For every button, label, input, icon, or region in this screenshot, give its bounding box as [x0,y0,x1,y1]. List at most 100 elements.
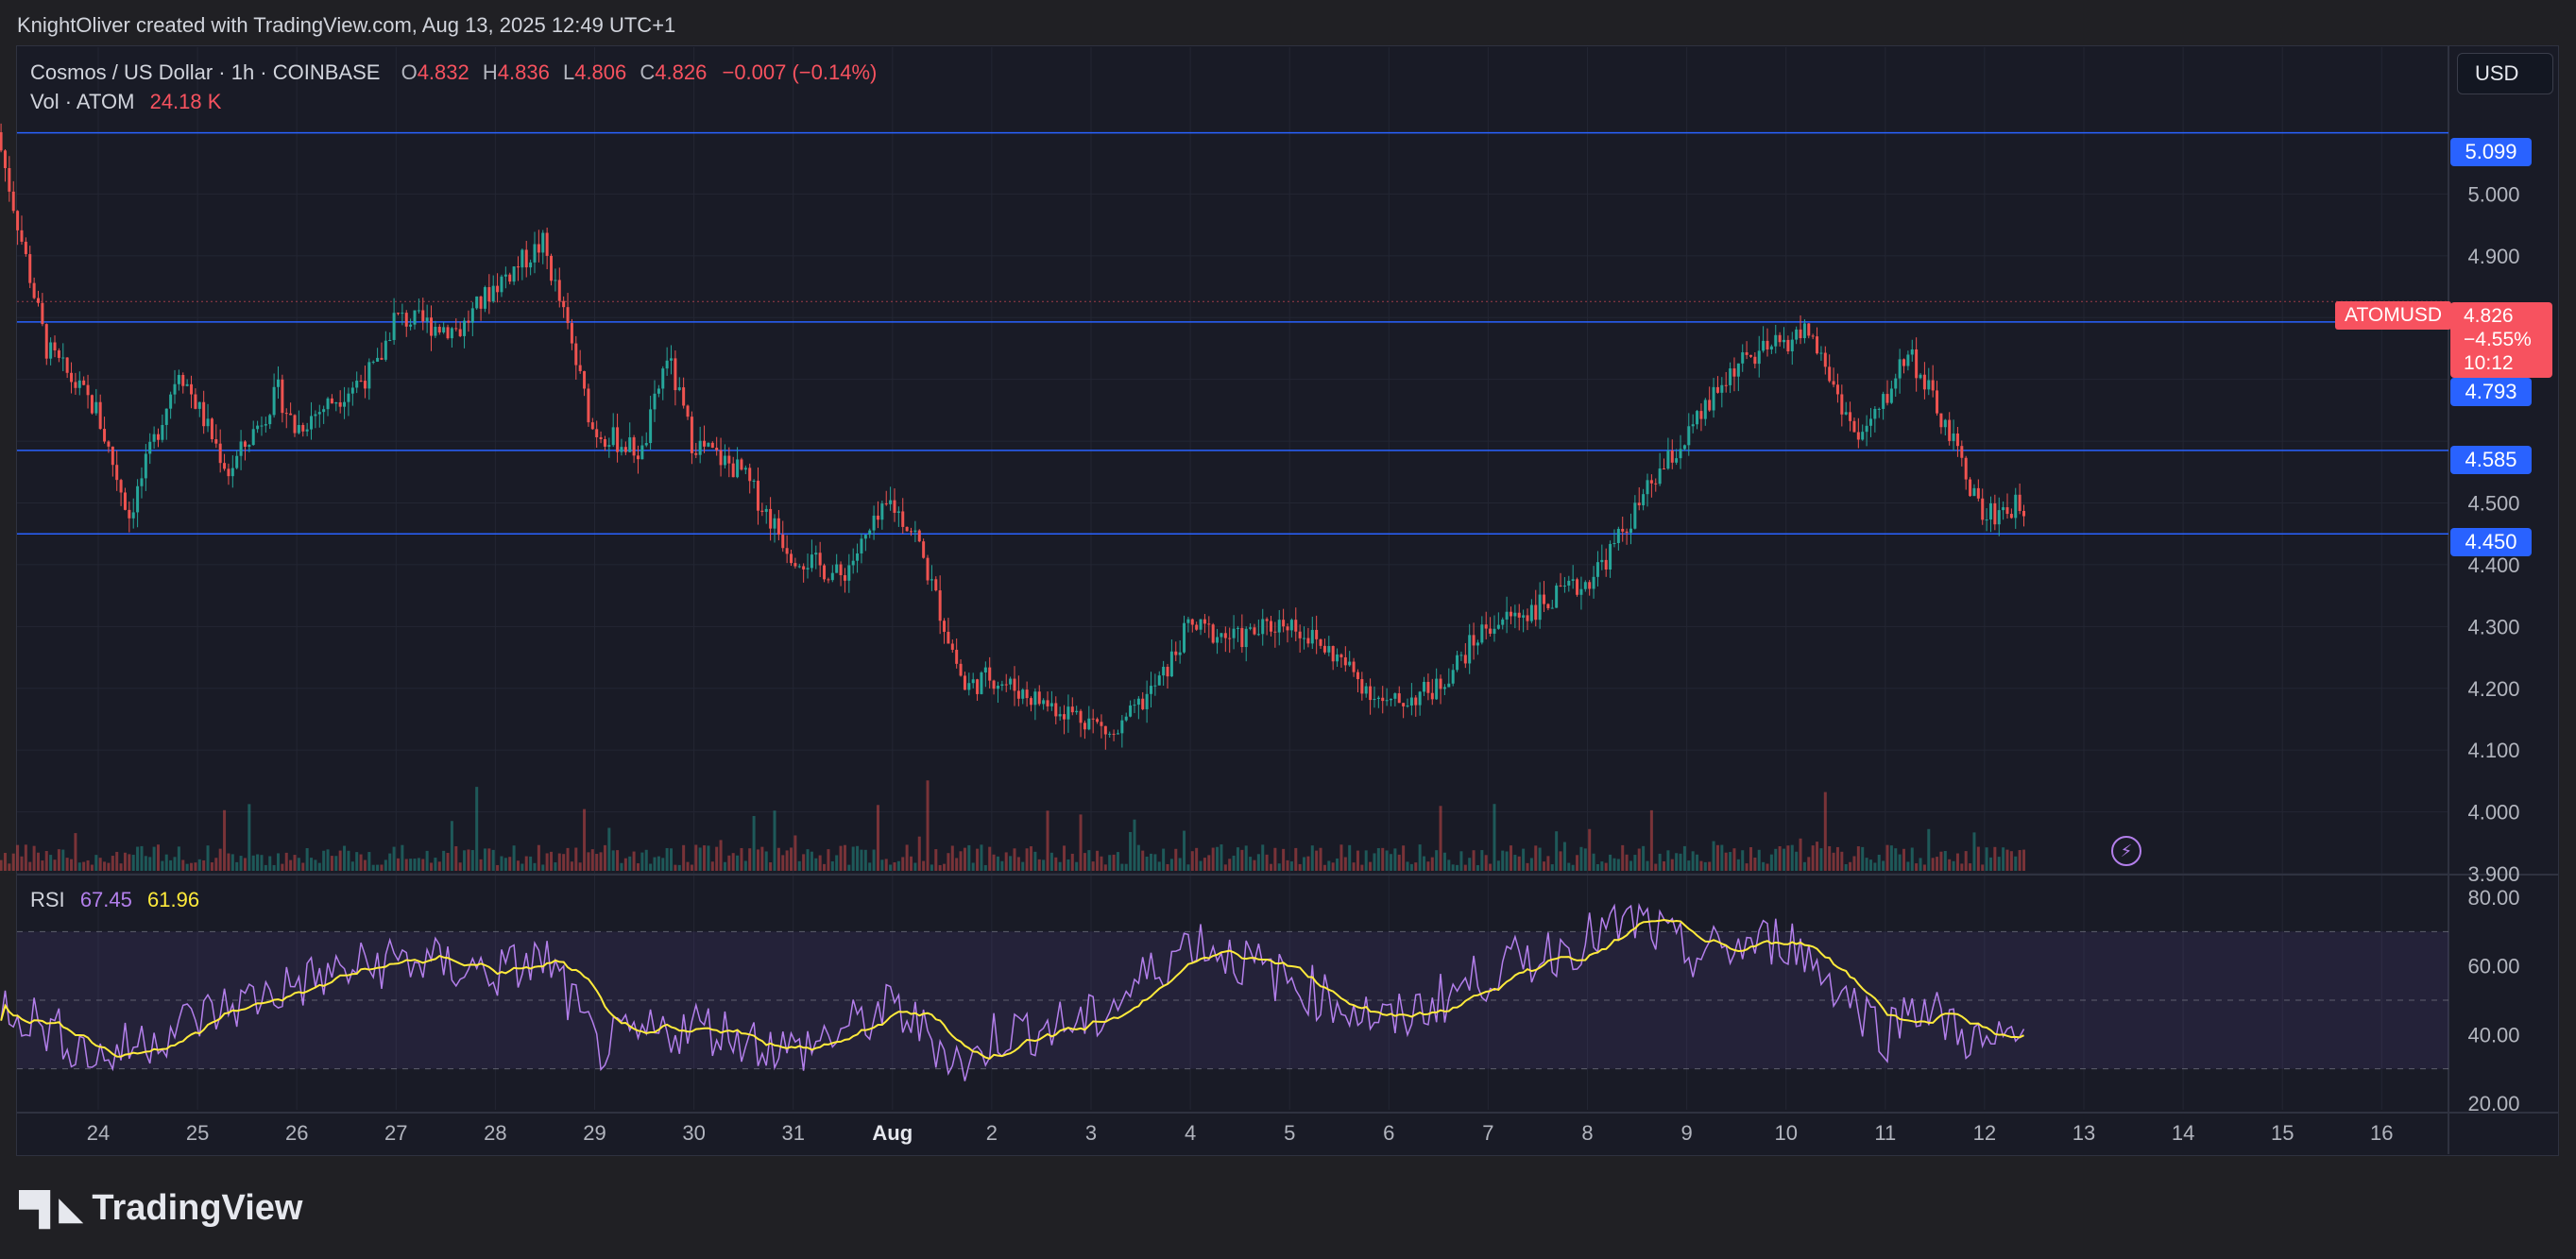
volume-bar [1715,844,1719,871]
candle [1451,670,1455,684]
candle [1496,624,1500,629]
candle [1679,449,1682,459]
volume-bar [1604,862,1608,871]
time-axis-tick: 15 [2271,1121,2294,1145]
candle [65,357,69,373]
volume-bar [835,855,839,871]
candle [1402,703,1406,706]
candle [884,503,888,505]
rsi-axis-tick: 60.00 [2467,955,2519,978]
volume-bar [644,849,648,871]
volume-bar [1216,846,1220,871]
candle [1543,594,1546,604]
candle [1269,621,1272,632]
time-axis-tick: 6 [1383,1121,1394,1145]
currency-button[interactable]: USD [2457,53,2553,94]
candle [396,313,400,315]
last-change-pct: −4.55% [2464,329,2532,350]
candle [1376,697,1380,699]
volume-bar [1162,848,1166,871]
volume-bar [557,853,561,871]
volume-bar [1629,860,1632,871]
price-axis-tick: 4.100 [2467,739,2519,762]
volume-bar [851,846,855,871]
candle [0,132,3,151]
candle [1583,582,1587,589]
candle [1356,672,1359,680]
volume-bar [20,856,24,871]
candle [810,554,813,569]
tradingview-logo[interactable]: ▀▌◣ TradingView [19,1188,302,1229]
volume-bar [268,856,272,871]
candle [107,441,111,447]
volume-bar [194,862,197,871]
candle [1621,528,1625,532]
volume-bar [1579,846,1583,871]
volume-bar [314,859,317,871]
candle [930,579,933,581]
candle [967,683,971,690]
volume-bar [1844,863,1848,871]
candle [359,381,363,383]
candle [1919,374,1922,379]
candle [417,310,420,312]
volume-bar [2018,850,2022,871]
volume-bar [1203,858,1206,871]
volume-bar [1868,859,1872,871]
candle [760,510,764,512]
level-tag-5099[interactable]: 5.099 [2450,138,2532,166]
candle [860,538,863,553]
candle [1670,450,1674,463]
volume-bar [330,856,333,871]
candle [661,368,665,389]
volume-bar [491,849,495,871]
candle [1133,705,1136,706]
volume-bar [401,844,404,871]
candle [305,429,309,432]
candle [1562,585,1566,587]
volume-bar [682,844,686,871]
chart-frame[interactable] [16,45,2559,1156]
volume-bar [140,845,144,871]
level-tag-4450[interactable]: 4.450 [2450,528,2532,556]
candle [570,323,573,344]
level-tag-4585[interactable]: 4.585 [2450,446,2532,474]
volume-bar [152,846,156,871]
candle [1265,619,1269,621]
candle [736,459,740,478]
candle [1009,678,1013,685]
volume-bar [111,856,114,871]
volume-bar [756,849,759,871]
candle [161,424,164,440]
candle [1149,686,1152,694]
candle [1799,329,1802,339]
candle [636,455,640,460]
candle [1567,580,1571,586]
volume-bar [1919,858,1922,871]
volume-bar [1741,850,1745,871]
candle [1286,626,1289,631]
volume-bar [44,851,48,871]
volume-bar [1766,863,1769,871]
volume-bar [797,860,801,871]
candle [1786,339,1790,351]
volume-bar [223,809,227,871]
candle [1468,635,1472,664]
volume-bar [1120,863,1124,871]
rsi-value: 67.45 [79,888,132,911]
volume-bar [562,854,566,871]
candle [404,313,408,327]
lightning-icon[interactable]: ⚡ [2111,836,2141,866]
volume-bar [1079,814,1083,871]
volume-bar [823,863,827,871]
candle [1083,723,1086,730]
level-tag-4793[interactable]: 4.793 [2450,378,2532,406]
candle [1708,400,1712,411]
volume-bar [731,853,735,871]
volume-bar [1489,863,1493,871]
volume-bar [115,851,119,871]
candle [164,408,168,425]
ohlc-legend: Cosmos / US Dollar · 1h · COINBASE O4.83… [30,60,878,84]
volume-bar [715,846,719,871]
